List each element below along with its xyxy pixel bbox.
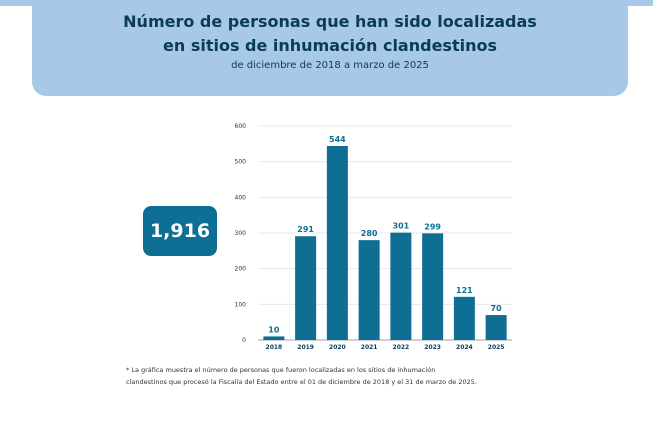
footnote-line-1: * La gráfica muestra el número de person…	[126, 366, 436, 374]
data-label: 299	[424, 222, 441, 231]
top-strip	[0, 0, 653, 6]
x-tick-label: 2024	[456, 344, 473, 351]
x-tick-label: 2018	[266, 344, 283, 351]
footnote: * La gráfica muestra el número de person…	[126, 364, 566, 388]
bar-2022	[390, 232, 412, 340]
bar-2021	[358, 240, 380, 340]
bar-2020	[326, 145, 348, 340]
y-tick-label: 100	[235, 301, 247, 308]
chart-title-line-1: Número de personas que han sido localiza…	[123, 12, 537, 31]
data-label: 10	[268, 325, 280, 334]
data-label: 544	[329, 135, 346, 144]
bar-2023	[422, 233, 444, 340]
data-label: 301	[393, 222, 410, 231]
x-tick-label: 2021	[361, 344, 378, 351]
data-label: 291	[297, 225, 314, 234]
y-tick-label: 0	[242, 337, 246, 344]
chart-subtitle: de diciembre de 2018 a marzo de 2025	[231, 60, 429, 71]
bar-2024	[453, 296, 475, 340]
y-tick-label: 200	[235, 266, 247, 273]
bar-2025	[485, 315, 507, 340]
x-tick-label: 2022	[393, 344, 410, 351]
bar-2019	[295, 236, 317, 340]
bar-2018	[263, 336, 285, 340]
x-tick-label: 2025	[488, 344, 505, 351]
y-tick-label: 400	[235, 194, 247, 201]
x-tick-label: 2020	[329, 344, 346, 351]
x-tick-label: 2019	[297, 344, 314, 351]
y-tick-label: 600	[235, 123, 247, 130]
y-tick-label: 500	[235, 159, 247, 166]
data-label: 70	[491, 304, 503, 313]
data-label: 280	[361, 229, 378, 238]
y-tick-label: 300	[235, 230, 247, 237]
chart-title-line-2: en sitios de inhumación clandestinos	[163, 36, 497, 55]
header-panel: Número de personas que han sido localiza…	[32, 6, 628, 96]
x-tick-label: 2023	[424, 344, 441, 351]
total-badge: 1,916	[143, 206, 217, 256]
data-label: 121	[456, 286, 473, 295]
footnote-line-2: clandestinos que procesó la Fiscalía del…	[126, 378, 477, 386]
